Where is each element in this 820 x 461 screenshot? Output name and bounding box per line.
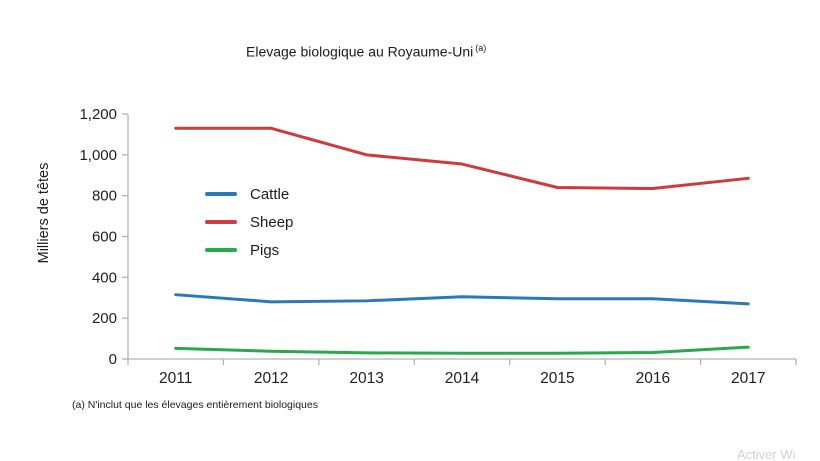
legend-swatch-sheep [205,220,237,224]
y-tick-label: 600 [92,229,117,246]
x-tick-label: 2011 [159,370,192,387]
legend-label-sheep: Sheep [250,213,294,231]
legend-item-cattle: Cattle [205,180,293,208]
legend: Cattle Sheep Pigs [205,180,293,264]
windows-activation-watermark: Activer Wi [737,447,796,461]
y-tick-label: 1,200 [79,106,117,123]
series-line-cattle [174,293,750,306]
chart-title-superscript: (a) [475,43,487,53]
chart-title: Elevage biologique au Royaume-Uni (a) [246,43,486,60]
legend-swatch-pigs [205,248,237,252]
series-line-sheep [174,126,750,191]
legend-item-pigs: Pigs [205,236,293,264]
series-line-pigs [174,345,750,355]
chart-title-text: Elevage biologique au Royaume-Uni [246,43,474,60]
legend-label-pigs: Pigs [250,241,280,259]
y-tick-label: 800 [92,188,117,205]
x-tick-label: 2013 [349,370,383,387]
x-tick-label: 2016 [636,370,670,387]
legend-label-cattle: Cattle [250,185,290,203]
footnote: (a) N'inclut que les élevages entièremen… [72,399,318,411]
x-tick-label: 2014 [445,370,480,387]
y-tick-label: 0 [109,351,117,368]
x-tick-label: 2015 [540,370,574,387]
x-tick-label: 2017 [731,370,765,387]
y-tick-label: 200 [92,310,117,327]
x-tick-label: 2012 [254,370,288,387]
legend-swatch-cattle [205,192,237,196]
y-tick-label: 1,000 [79,147,117,164]
legend-item-sheep: Sheep [205,208,293,236]
y-tick-label: 400 [92,269,117,286]
